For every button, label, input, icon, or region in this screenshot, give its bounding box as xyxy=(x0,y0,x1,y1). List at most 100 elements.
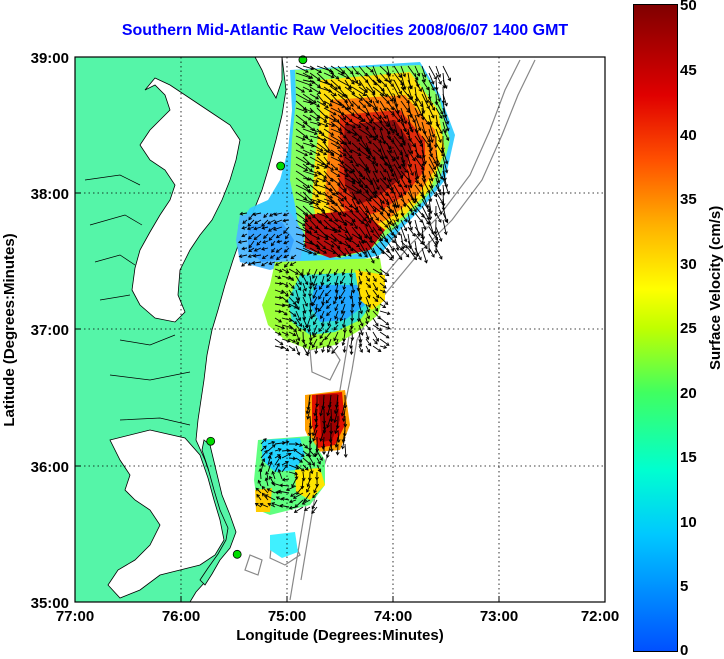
velocity-arrow xyxy=(428,177,433,188)
velocity-arrow xyxy=(325,289,332,297)
velocity-arrowhead xyxy=(373,194,377,199)
velocity-arrowhead xyxy=(382,285,387,289)
velocity-arrow xyxy=(239,254,248,258)
velocity-arrow xyxy=(421,219,426,230)
velocity-arrowhead xyxy=(271,444,276,448)
velocity-arrowhead xyxy=(324,225,328,230)
velocity-arrowhead xyxy=(423,74,427,78)
velocity-arrowhead xyxy=(283,230,287,234)
velocity-arrowhead xyxy=(391,157,395,162)
velocity-arrow xyxy=(379,65,390,75)
velocity-arrow xyxy=(350,275,353,286)
velocity-arrow xyxy=(351,121,361,128)
velocity-arrow xyxy=(407,205,414,216)
velocity-arrow xyxy=(274,282,283,285)
velocity-arrowhead xyxy=(334,282,339,286)
velocity-arrowhead xyxy=(348,204,353,208)
velocity-arrowhead xyxy=(371,259,375,264)
velocity-arrow xyxy=(309,415,312,429)
velocity-arrowhead xyxy=(348,169,353,174)
velocity-arrow xyxy=(365,114,372,124)
velocity-arrow xyxy=(265,477,269,487)
velocity-arrowhead xyxy=(438,255,443,260)
velocity-arrow xyxy=(344,107,355,116)
velocity-arrowhead xyxy=(323,151,328,156)
velocity-arrowhead xyxy=(253,236,258,241)
velocity-arrowhead xyxy=(261,485,266,490)
velocity-arrowhead xyxy=(384,93,388,98)
velocity-arrowhead xyxy=(359,349,363,353)
y-tick-label: 39:00 xyxy=(31,50,69,67)
velocity-arrow xyxy=(372,72,382,84)
velocity-arrow xyxy=(379,268,390,276)
velocity-arrowhead xyxy=(286,339,291,343)
velocity-arrowhead xyxy=(410,172,414,177)
velocity-arrow xyxy=(358,296,361,305)
velocity-arrow xyxy=(302,93,317,104)
velocity-arrow xyxy=(372,240,385,254)
velocity-arrow xyxy=(312,275,318,287)
velocity-arrow xyxy=(400,233,405,249)
velocity-arrow xyxy=(286,485,297,491)
velocity-arrowhead xyxy=(276,462,280,467)
velocity-arrow xyxy=(358,317,364,327)
velocity-arrow xyxy=(351,219,358,229)
velocity-arrowhead xyxy=(309,151,313,156)
velocity-arrow xyxy=(428,135,432,151)
velocity-arrow xyxy=(261,261,269,267)
velocity-arrow xyxy=(386,170,392,182)
velocity-arrow xyxy=(372,163,378,173)
velocity-arrowhead xyxy=(290,255,295,260)
velocity-arrowhead xyxy=(336,173,341,177)
velocity-arrow xyxy=(344,86,355,95)
map-title: Southern Mid-Atlantic Raw Velocities 200… xyxy=(121,22,569,39)
velocity-arrowhead xyxy=(334,229,338,234)
velocity-arrow xyxy=(316,464,321,472)
velocity-arrowhead xyxy=(363,89,368,93)
velocity-arrow xyxy=(295,156,310,165)
velocity-arrow xyxy=(344,240,354,252)
velocity-arrow xyxy=(274,463,280,473)
velocity-arrowhead xyxy=(408,138,412,142)
colorbar xyxy=(633,4,678,652)
velocity-arrow xyxy=(302,499,311,505)
velocity-arrowhead xyxy=(379,271,383,275)
velocity-arrowhead xyxy=(317,90,322,94)
velocity-arrow xyxy=(309,226,318,234)
velocity-arrow xyxy=(372,247,379,259)
velocity-arrow xyxy=(351,65,359,75)
velocity-arrow xyxy=(316,114,327,122)
velocity-arrowhead xyxy=(313,321,317,326)
velocity-arrow xyxy=(358,240,367,254)
velocity-arrow xyxy=(365,317,368,324)
velocity-arrowhead xyxy=(276,256,280,261)
velocity-arrowhead xyxy=(408,184,413,189)
velocity-arrow xyxy=(333,324,339,331)
velocity-arrow xyxy=(330,72,339,80)
velocity-arrowhead xyxy=(318,191,322,195)
velocity-arrowhead xyxy=(330,167,335,171)
velocity-arrowhead xyxy=(394,213,399,218)
velocity-arrow xyxy=(407,163,414,176)
velocity-arrowhead xyxy=(308,342,313,346)
river-inlets xyxy=(84,174,191,426)
colorbar-tick: 50 xyxy=(680,0,697,14)
velocity-arrow xyxy=(379,72,388,82)
velocity-arrow xyxy=(344,198,353,208)
x-tick-label: 74:00 xyxy=(374,608,412,625)
velocity-arrow xyxy=(428,198,432,214)
velocity-arrowhead xyxy=(388,220,392,225)
velocity-arrowhead xyxy=(402,142,406,146)
velocity-arrow xyxy=(365,142,370,152)
velocity-arrow xyxy=(344,219,354,226)
velocity-arrow xyxy=(337,247,346,257)
velocity-arrowhead xyxy=(261,492,266,497)
velocity-arrow xyxy=(372,156,378,167)
velocity-arrowhead xyxy=(301,477,306,482)
velocity-arrow xyxy=(267,219,276,225)
velocity-arrowhead xyxy=(323,137,328,142)
velocity-arrowhead xyxy=(304,467,309,471)
velocity-arrow xyxy=(386,93,393,102)
velocity-arrow xyxy=(283,212,290,216)
velocity-arrow xyxy=(400,177,408,188)
